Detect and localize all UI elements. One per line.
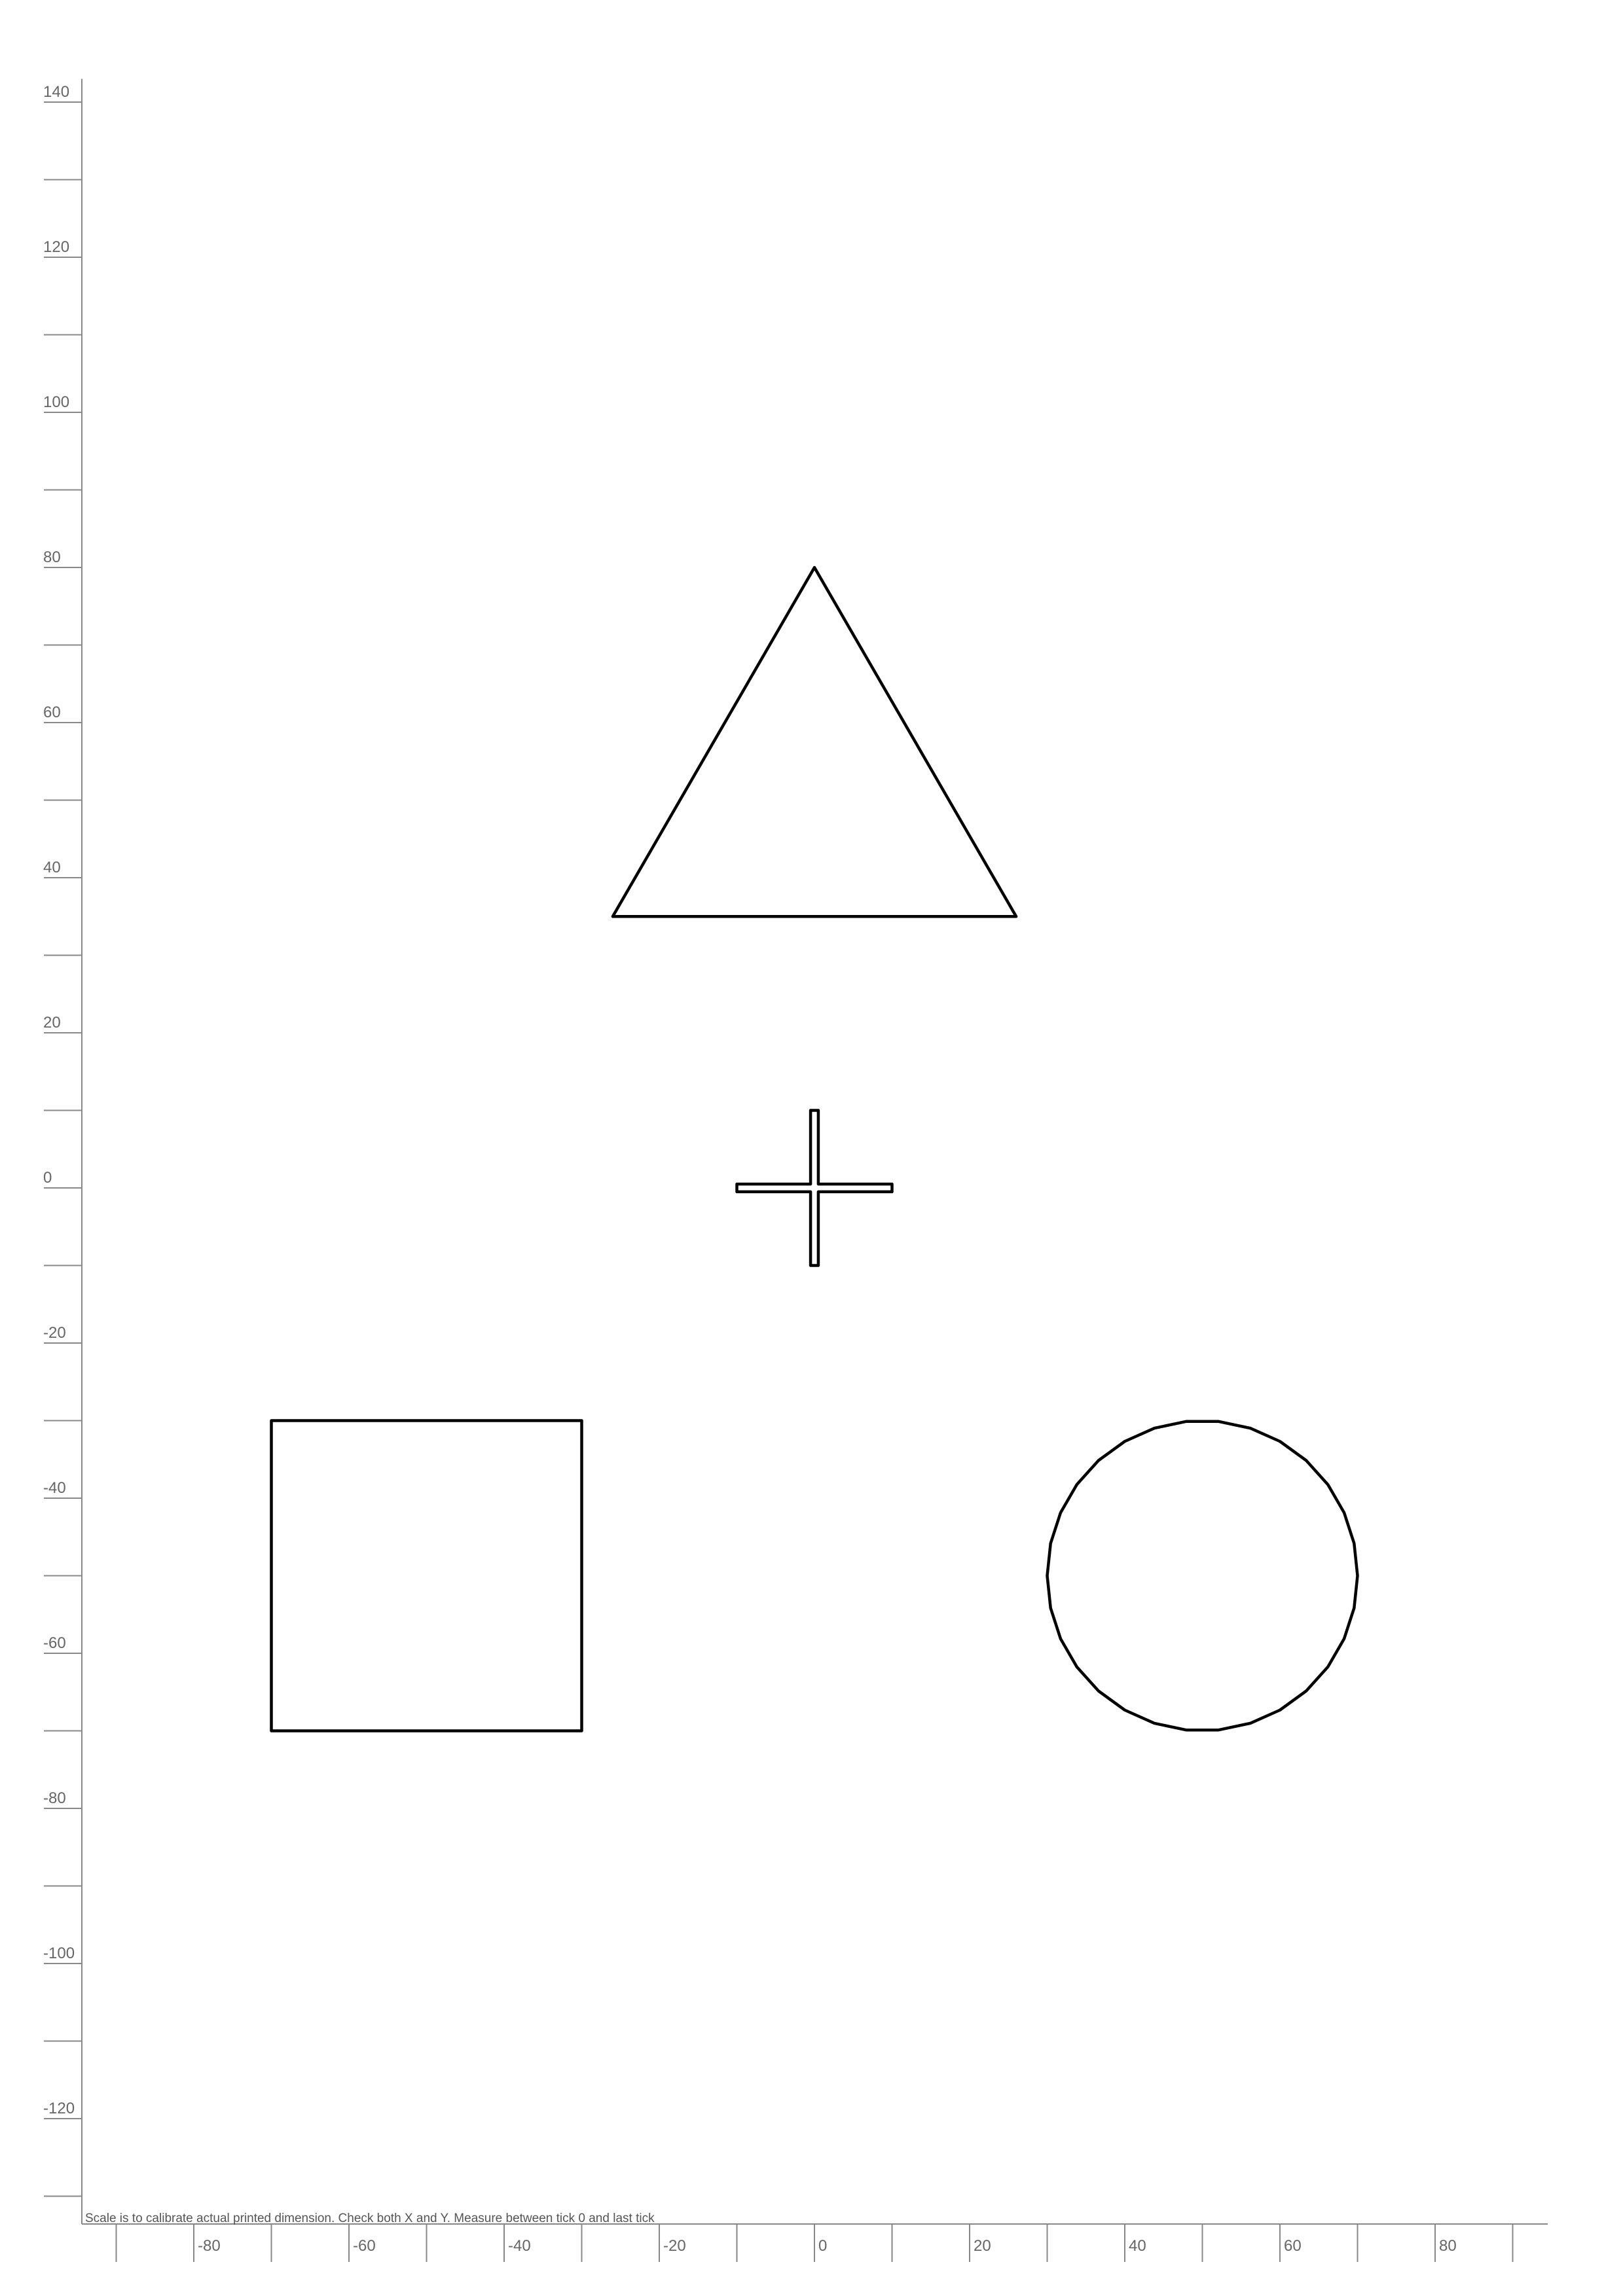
y-tick-label: -60 [43, 1634, 66, 1652]
x-tick-label: 60 [1284, 2237, 1302, 2255]
y-tick-label: 80 [43, 548, 61, 566]
y-tick-label: 100 [43, 393, 69, 411]
y-tick-label: 0 [43, 1169, 52, 1187]
x-tick-label: 0 [818, 2237, 827, 2255]
y-tick-label: 20 [43, 1014, 61, 1031]
x-tick-label: 20 [974, 2237, 991, 2255]
y-tick-label: 60 [43, 704, 61, 721]
y-tick-label: -80 [43, 1789, 66, 1807]
y-tick-label: 140 [43, 83, 69, 101]
triangle-shape [611, 565, 1018, 918]
y-tick-label: 120 [43, 238, 69, 256]
y-tick-label: -20 [43, 1324, 66, 1342]
y-tick-label: -40 [43, 1479, 66, 1497]
y-tick-label: -120 [43, 2100, 75, 2117]
x-tick-label: -60 [353, 2237, 376, 2255]
x-tick-label: 80 [1439, 2237, 1457, 2255]
test-shapes [270, 565, 1359, 1732]
y-tick-label: 40 [43, 859, 61, 876]
x-tick-label: -40 [508, 2237, 531, 2255]
square-shape [270, 1419, 583, 1732]
circle-shape [1046, 1420, 1359, 1732]
scale-rulers: 140 120 100 80 60 40 20 0 -20 -40 -60 -80 -100 -120 -8… [43, 79, 1548, 2262]
x-tick-label: 40 [1129, 2237, 1146, 2255]
cross-shape [735, 1109, 894, 1267]
calibration-note: Scale is to calibrate actual printed dim… [85, 2212, 655, 2225]
y-tick-label: -100 [43, 1945, 75, 1962]
x-tick-label: -20 [663, 2237, 686, 2255]
x-tick-label: -80 [198, 2237, 221, 2255]
